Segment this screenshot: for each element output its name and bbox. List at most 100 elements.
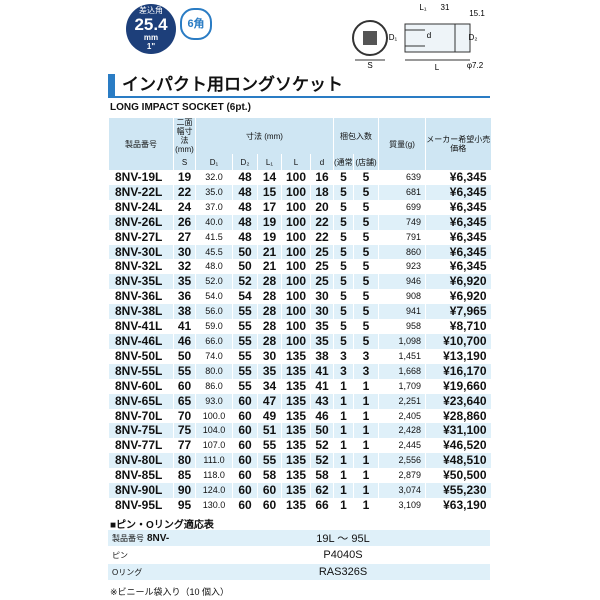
table-cell: 135 [281, 408, 311, 424]
header-cell: 寸法 (mm) [195, 118, 334, 154]
table-cell: 5 [333, 304, 354, 320]
pin-title: ■ピン・Oリング適応表 [110, 520, 214, 531]
table-cell: 25 [310, 274, 334, 290]
badge-size: 25.4 [134, 15, 168, 34]
table-cell: 1 [353, 468, 379, 484]
table-cell: ¥8,710 [425, 319, 491, 334]
table-cell: 8NV-95L [108, 497, 174, 513]
table-cell: 41.5 [195, 229, 233, 245]
table-cell: 40.0 [195, 214, 233, 230]
table-cell: 5 [353, 274, 379, 290]
table-cell: 1 [333, 468, 354, 484]
table-cell: 118.0 [195, 468, 233, 484]
subheader-cell: (店舗) [353, 154, 379, 170]
table-cell: 66.0 [195, 333, 233, 349]
table-cell: 1,709 [378, 378, 426, 394]
table-cell: 3,109 [378, 497, 426, 513]
table-cell: ¥23,640 [425, 393, 491, 409]
table-cell: 20 [310, 199, 334, 215]
table-cell: 65 [173, 393, 196, 409]
table-cell: 135 [281, 453, 311, 469]
table-cell: ¥16,170 [425, 363, 491, 379]
table-cell: 8NV-80L [108, 453, 174, 469]
table-cell: 946 [378, 274, 426, 290]
subheader-cell: S [173, 154, 196, 170]
table-cell: 104.0 [195, 423, 233, 439]
table-cell: 1 [353, 497, 379, 513]
table-cell: 100 [281, 259, 311, 275]
table-cell: ¥6,920 [425, 274, 491, 290]
table-cell: 50 [232, 244, 258, 260]
pin-row: 製品番号 8NV- 19L ～ 95L [108, 530, 490, 547]
diagram-label: 15.1 [469, 9, 485, 18]
table-cell: 3 [353, 363, 379, 379]
table-cell: 86.0 [195, 378, 233, 394]
table-cell: 135 [281, 363, 311, 379]
table-cell: 8NV-22L [108, 184, 174, 200]
table-cell: 5 [353, 319, 379, 334]
table-cell: 49 [257, 408, 282, 424]
table-cell: 41 [173, 319, 196, 334]
table-cell: 8NV-55L [108, 363, 174, 379]
table-cell: 135 [281, 497, 311, 513]
table-cell: 52 [232, 274, 258, 290]
table-cell: 5 [353, 333, 379, 349]
table-cell: ¥10,700 [425, 333, 491, 349]
table-cell: ¥6,920 [425, 289, 491, 305]
title-bar: インパクト用ロングソケット [108, 74, 490, 98]
table-cell: 30 [257, 348, 282, 364]
table-cell: 50 [310, 423, 334, 439]
table-cell: 130.0 [195, 497, 233, 513]
table-cell: 35.0 [195, 184, 233, 200]
table-cell: 25 [310, 259, 334, 275]
table-cell: ¥13,190 [425, 348, 491, 364]
table-cell: 43 [310, 393, 334, 409]
table-cell: 1 [353, 378, 379, 394]
table-cell: 1,451 [378, 348, 426, 364]
table-cell: 5 [353, 214, 379, 230]
table-cell: 24 [173, 199, 196, 215]
table-cell: 35 [310, 333, 334, 349]
table-cell: 38 [173, 304, 196, 320]
table-cell: 19 [173, 170, 196, 185]
table-cell: 28 [257, 274, 282, 290]
table-cell: 54 [232, 289, 258, 305]
table-cell: 85 [173, 468, 196, 484]
table-cell: 55 [173, 363, 196, 379]
footnote: ※ビニール袋入り（10 個入） [110, 587, 230, 597]
table-row: 8NV-85L 85 118.0 60 58 135 58 1 1 2,879 ¥50,500 [108, 468, 491, 484]
table-cell: 124.0 [195, 483, 233, 498]
table-cell: 100 [281, 244, 311, 260]
table-row: 8NV-80L 80 111.0 60 55 135 52 1 1 2,556 ¥48,510 [108, 453, 491, 469]
diagram-label: S [367, 61, 372, 70]
table-cell: 17 [257, 199, 282, 215]
table-cell: 80.0 [195, 363, 233, 379]
table-cell: 2,879 [378, 468, 426, 484]
table-cell: 2,445 [378, 438, 426, 454]
table-cell: 8NV-32L [108, 259, 174, 275]
table-cell: 48 [232, 184, 258, 200]
table-cell: 8NV-75L [108, 423, 174, 439]
table-cell: 55 [232, 348, 258, 364]
table-row: 8NV-46L 46 66.0 55 28 100 35 5 5 1,098 ¥10,700 [108, 333, 491, 349]
table-cell: 19 [257, 214, 282, 230]
pin-label-text: Oリング [112, 567, 143, 577]
table-cell: 8NV-36L [108, 289, 174, 305]
table-cell: 135 [281, 423, 311, 439]
header-cell: 梱包入数 [333, 118, 379, 154]
table-cell: ¥50,500 [425, 468, 491, 484]
table-cell: 55 [232, 319, 258, 334]
table-cell: 60 [232, 468, 258, 484]
table-cell: 5 [333, 274, 354, 290]
table-cell: 48 [232, 214, 258, 230]
table-cell: 1 [333, 483, 354, 498]
table-cell: 923 [378, 259, 426, 275]
table-cell: 46 [310, 408, 334, 424]
table-cell: 8NV-77L [108, 438, 174, 454]
subheader-cell: (通常) [333, 154, 354, 170]
table-cell: 5 [333, 229, 354, 245]
table-cell: 19 [257, 229, 282, 245]
table-cell: ¥6,345 [425, 244, 491, 260]
